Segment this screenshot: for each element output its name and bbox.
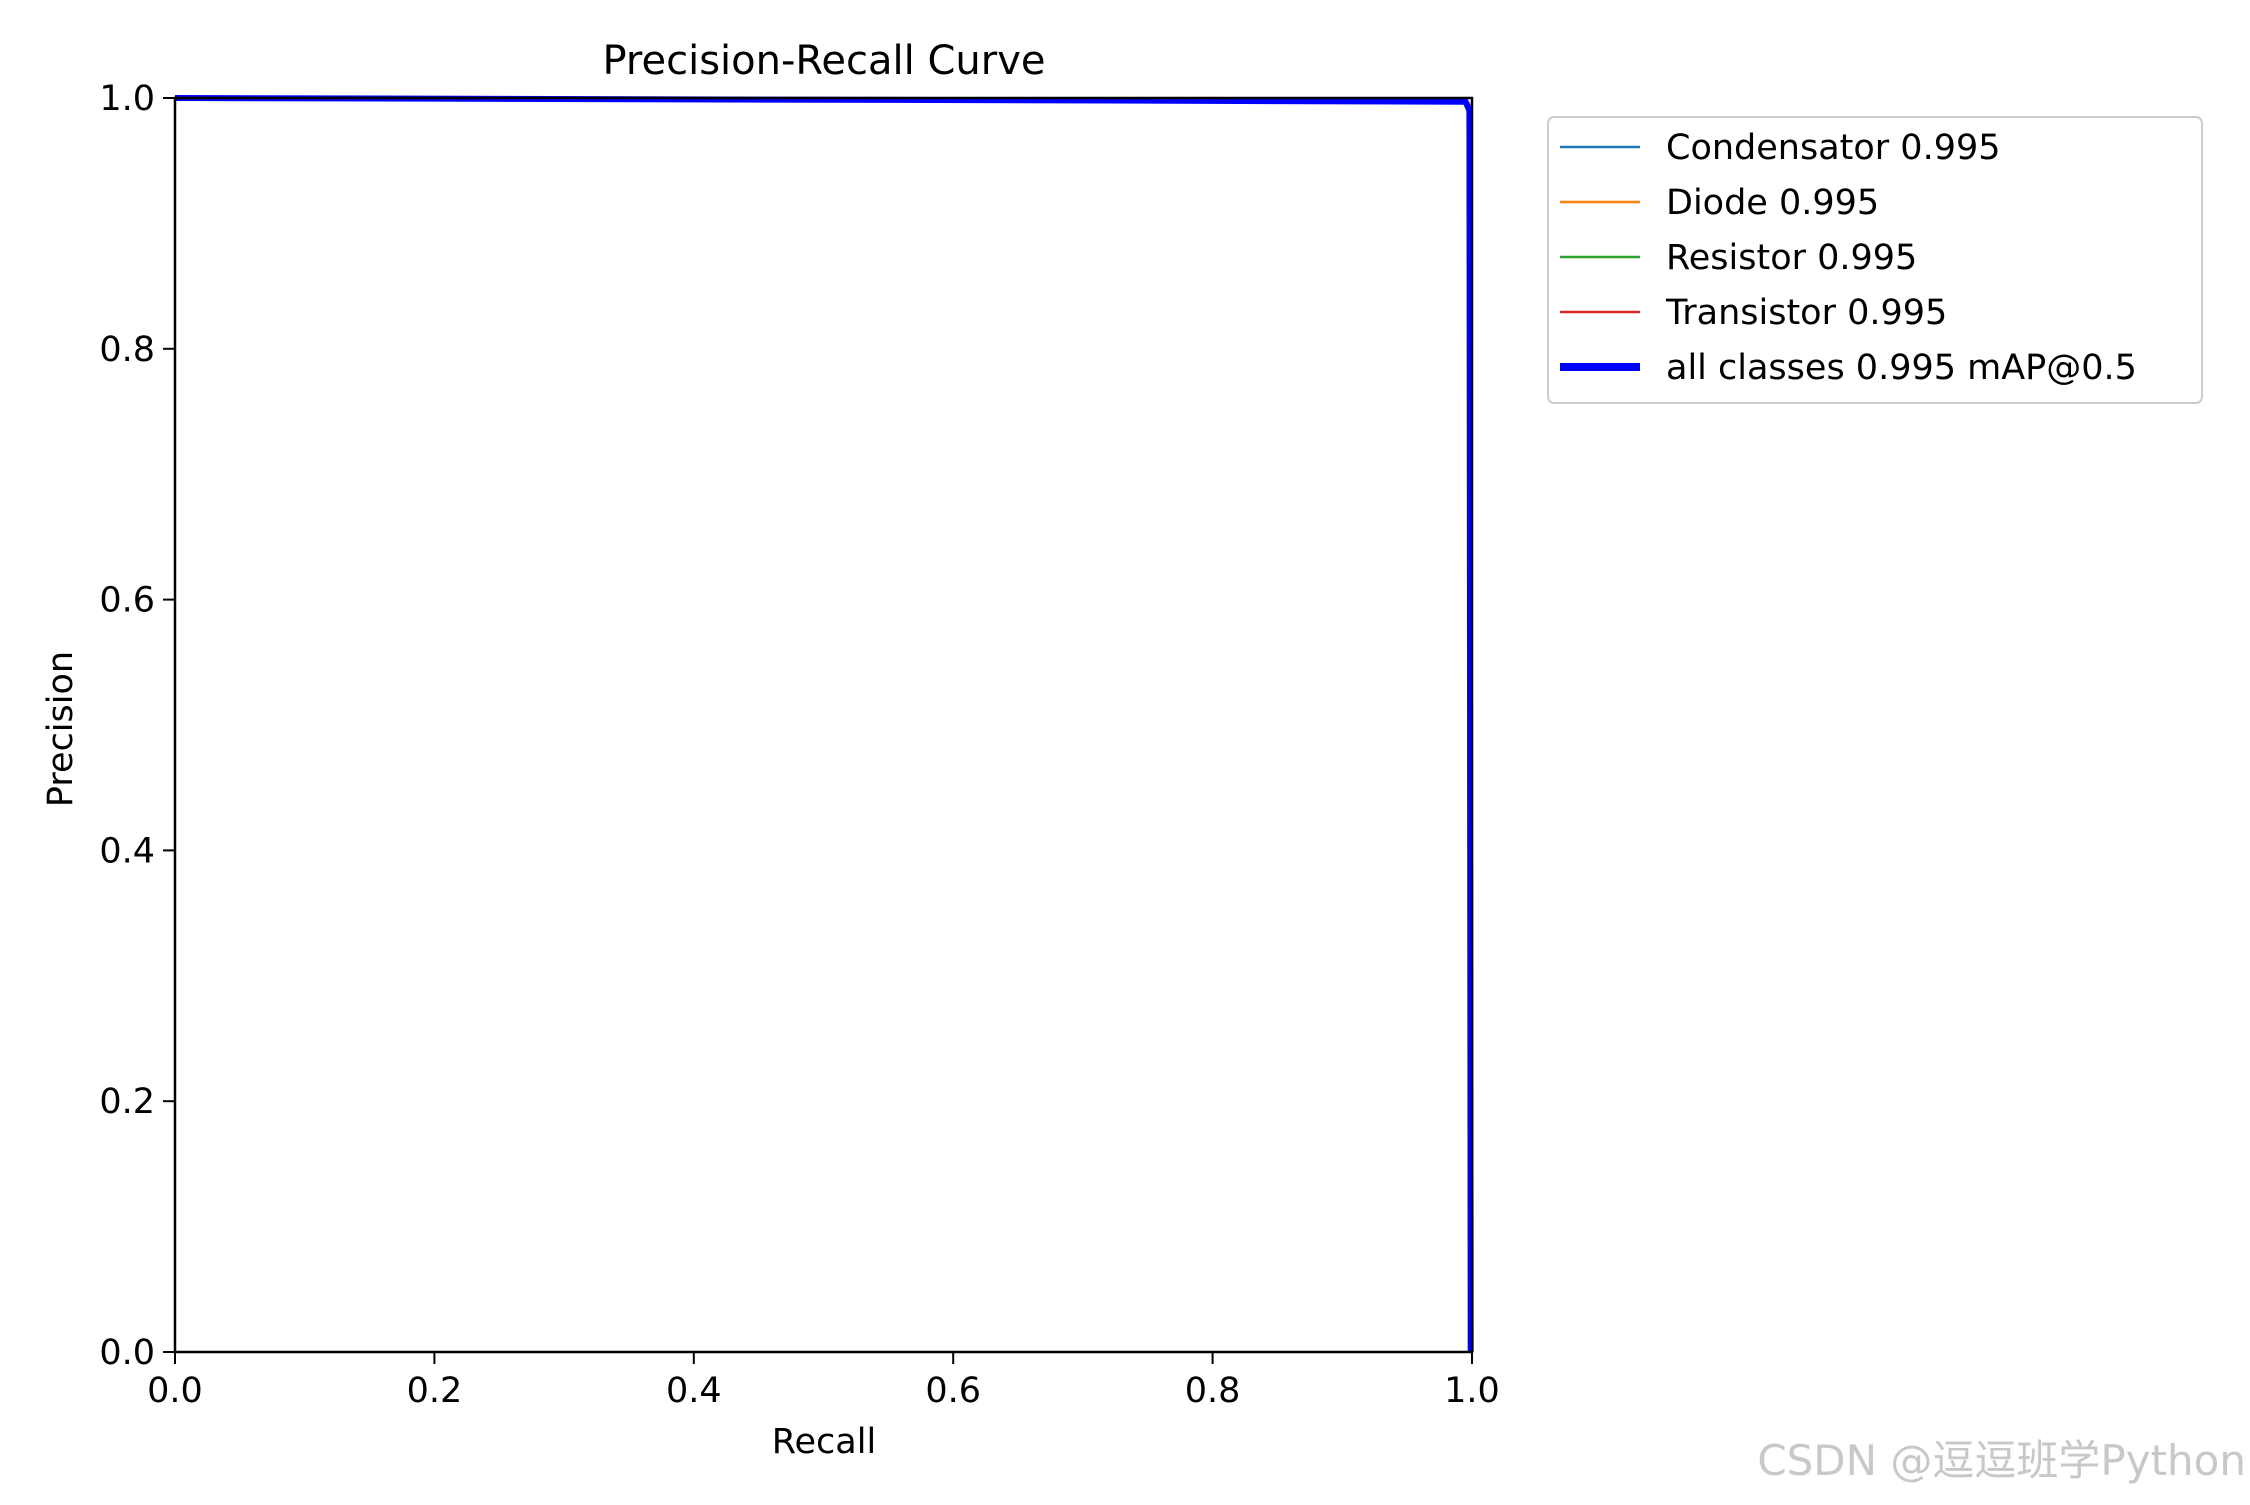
x-tick-label: 0.4 [666,1371,722,1411]
legend-label-3: Resistor 0.995 [1666,238,1917,278]
x-tick-label: 0.2 [407,1371,463,1411]
x-tick-label: 1.0 [1444,1371,1500,1411]
chart-title: Precision-Recall Curve [603,38,1046,84]
legend-label-2: Diode 0.995 [1666,183,1879,223]
x-tick-label: 0.8 [1185,1371,1241,1411]
series-line-3 [175,97,1472,1353]
x-tick-label: 0.6 [925,1371,981,1411]
legend-label-4: Transistor 0.995 [1665,293,1947,333]
plot-frame [173,96,1474,1354]
watermark: CSDN @逗逗班学Python [1757,1436,2246,1485]
y-tick-label: 1.0 [99,79,155,119]
x-axis-label: Recall [772,1422,876,1462]
y-tick-label: 0.6 [99,581,155,621]
y-tick-label: 0.8 [99,330,155,370]
y-tick-label: 0.0 [99,1333,155,1373]
y-tick-label: 0.2 [99,1082,155,1122]
series-line-5 [174,95,1474,1353]
x-tick-label: 0.0 [147,1371,203,1411]
series-line-4 [175,97,1472,1353]
y-tick-label: 0.4 [99,831,155,871]
series-line-2 [175,97,1472,1353]
legend-label-1: Condensator 0.995 [1666,128,2001,168]
legend-label-5: all classes 0.995 mAP@0.5 [1666,348,2137,388]
legend-box [1547,116,2203,404]
y-axis-label: Precision [41,651,81,807]
series-line-1 [175,97,1472,1353]
